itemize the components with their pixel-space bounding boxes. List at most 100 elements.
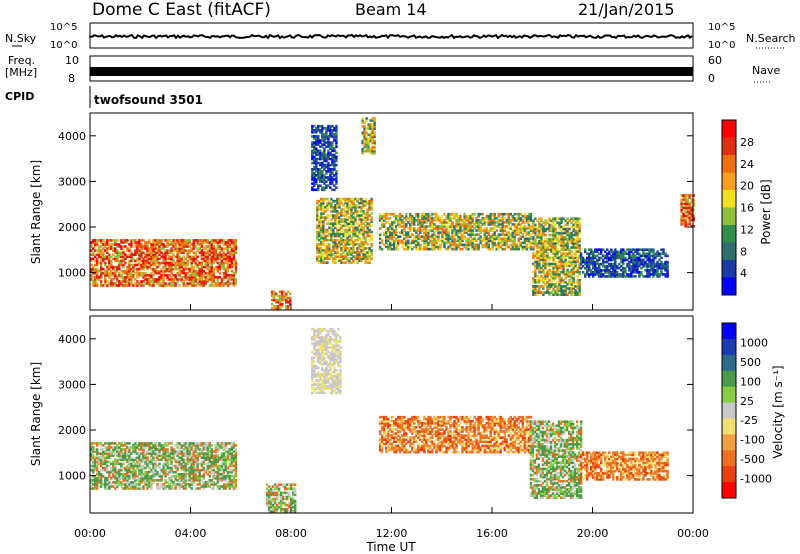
heatmap-cell bbox=[463, 227, 466, 230]
heatmap-cell bbox=[212, 284, 215, 287]
heatmap-cell bbox=[534, 279, 537, 282]
heatmap-cell bbox=[196, 282, 199, 285]
heatmap-cell bbox=[692, 194, 695, 197]
heatmap-cell bbox=[610, 275, 613, 278]
heatmap-cell bbox=[544, 250, 547, 253]
heatmap-cell bbox=[332, 206, 335, 209]
heatmap-cell bbox=[318, 238, 321, 242]
heatmap-cell bbox=[415, 231, 418, 234]
heatmap-cell bbox=[335, 157, 338, 161]
heatmap-cell bbox=[348, 238, 351, 242]
heatmap-cell bbox=[395, 225, 398, 228]
heatmap-cell bbox=[182, 249, 185, 252]
heatmap-cell bbox=[188, 249, 191, 252]
heatmap-cell bbox=[521, 214, 524, 218]
heatmap-cell bbox=[546, 268, 549, 272]
heatmap-cell bbox=[96, 444, 99, 447]
heatmap-cell bbox=[90, 468, 93, 472]
heatmap-cell bbox=[283, 294, 286, 298]
heatmap-cell bbox=[550, 240, 553, 243]
heatmap-cell bbox=[552, 235, 555, 239]
heatmap-cell bbox=[548, 219, 551, 223]
heatmap-cell bbox=[624, 269, 627, 272]
heatmap-cell bbox=[554, 260, 557, 264]
heatmap-cell bbox=[387, 235, 390, 238]
heatmap-cell bbox=[98, 247, 101, 250]
heatmap-cell bbox=[102, 251, 105, 254]
heatmap-cell bbox=[148, 282, 151, 285]
heatmap-cell bbox=[536, 252, 539, 255]
heatmap-cell bbox=[596, 250, 599, 254]
heatmap-cell bbox=[202, 284, 205, 287]
heatmap-cell bbox=[511, 237, 514, 241]
heatmap-cell bbox=[546, 227, 549, 231]
heatmap-cell bbox=[477, 237, 480, 241]
heatmap-cell bbox=[178, 267, 181, 271]
heatmap-cell bbox=[204, 251, 207, 254]
heatmap-cell bbox=[90, 243, 93, 246]
heatmap-cell bbox=[449, 235, 452, 238]
heatmap-cell bbox=[108, 452, 111, 455]
heatmap-cell bbox=[326, 222, 329, 225]
heatmap-cell bbox=[358, 230, 361, 234]
heatmap-cell bbox=[114, 483, 117, 486]
heatmap-cell bbox=[194, 269, 197, 273]
heatmap-cell bbox=[354, 255, 357, 258]
heatmap-cell bbox=[544, 254, 547, 257]
heatmap-cell bbox=[417, 219, 420, 222]
heatmap-cell bbox=[558, 223, 561, 227]
heatmap-cell bbox=[319, 129, 322, 132]
heatmap-cell bbox=[614, 273, 617, 276]
heatmap-cell bbox=[136, 462, 139, 466]
heatmap-cell bbox=[146, 452, 149, 455]
heatmap-cell bbox=[313, 145, 316, 148]
heatmap-cell bbox=[423, 221, 426, 224]
heatmap-cell bbox=[144, 477, 147, 480]
heatmap-cell bbox=[574, 285, 577, 288]
heatmap-cell bbox=[336, 220, 339, 223]
heatmap-cell bbox=[427, 233, 430, 236]
heatmap-cell bbox=[378, 247, 382, 251]
heatmap-cell bbox=[122, 462, 125, 466]
heatmap-cell bbox=[431, 212, 434, 216]
heatmap-cell bbox=[493, 241, 496, 245]
heatmap-cell bbox=[427, 225, 430, 228]
heatmap-cell bbox=[90, 444, 93, 447]
heatmap-cell bbox=[190, 278, 193, 281]
heatmap-cell bbox=[142, 474, 145, 478]
heatmap-cell bbox=[322, 230, 325, 234]
heatmap-cell bbox=[226, 265, 230, 269]
heatmap-cell bbox=[156, 269, 159, 273]
heatmap-cell bbox=[92, 253, 95, 257]
heatmap-cell bbox=[120, 464, 123, 468]
heatmap-cell bbox=[369, 149, 372, 153]
heatmap-cell bbox=[560, 219, 563, 223]
heatmap-cell bbox=[405, 231, 408, 234]
heatmap-cell bbox=[334, 257, 337, 260]
heatmap-cell bbox=[334, 224, 337, 228]
heatmap-cell bbox=[146, 243, 149, 246]
heatmap-cell bbox=[352, 224, 355, 228]
heatmap-cell bbox=[328, 257, 331, 260]
heatmap-cell bbox=[313, 174, 316, 177]
heatmap-cell bbox=[529, 235, 533, 238]
heatmap-cell bbox=[330, 249, 333, 252]
heatmap-cell bbox=[540, 270, 543, 274]
heatmap-cell bbox=[313, 184, 316, 187]
heatmap-cell bbox=[140, 481, 143, 484]
heatmap-cell bbox=[210, 257, 213, 261]
heatmap-cell bbox=[505, 245, 508, 249]
heatmap-cell bbox=[660, 264, 663, 268]
heatmap-cell bbox=[106, 448, 109, 451]
heatmap-cell bbox=[228, 251, 232, 254]
heatmap-cell bbox=[588, 260, 591, 264]
heatmap-cell bbox=[421, 221, 424, 224]
heatmap-cell bbox=[324, 218, 327, 221]
heatmap-cell bbox=[326, 245, 329, 248]
heatmap-cell bbox=[134, 470, 137, 474]
heatmap-cell bbox=[154, 255, 157, 259]
heatmap-cell bbox=[562, 246, 565, 249]
heatmap-cell bbox=[316, 259, 319, 262]
heatmap-cell bbox=[322, 243, 325, 246]
heatmap-cell bbox=[523, 245, 527, 249]
